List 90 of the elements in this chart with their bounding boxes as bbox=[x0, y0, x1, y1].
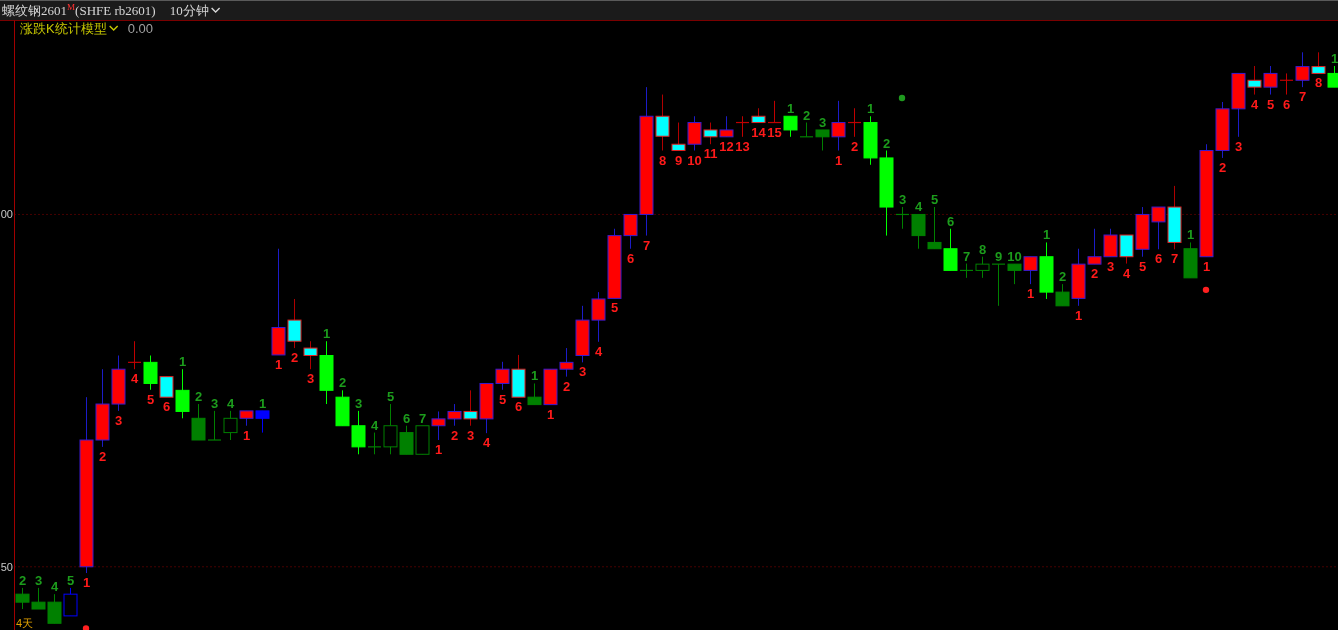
value-label: 1 bbox=[1074, 307, 1083, 323]
value-label: 2 bbox=[98, 448, 107, 464]
value-label: 3 bbox=[210, 395, 219, 411]
value-label: 3 bbox=[114, 412, 123, 428]
value-label: 3 bbox=[466, 427, 475, 443]
value-label: 2 bbox=[850, 138, 859, 154]
text: 涨跌K统计模型 bbox=[20, 21, 107, 36]
value-label: 4 bbox=[370, 417, 379, 433]
chart-subtitle: 10分钟 bbox=[169, 3, 209, 18]
value-label: 2 bbox=[1090, 266, 1099, 282]
value-label: 5 bbox=[930, 192, 939, 208]
value-label: 2 bbox=[338, 375, 347, 391]
value-label: 4 bbox=[482, 435, 491, 451]
value-label: 1 bbox=[242, 427, 251, 443]
value-label: 12 bbox=[719, 138, 734, 154]
value-label: 2 bbox=[450, 427, 459, 443]
value-label: 2 bbox=[882, 135, 891, 151]
value-label: 5 bbox=[1138, 258, 1147, 274]
value-label: 14 bbox=[751, 124, 766, 140]
text: 50 bbox=[0, 560, 13, 573]
value-label: 3 bbox=[898, 192, 907, 208]
value-label: 1 bbox=[786, 101, 795, 117]
value-label: 2 bbox=[194, 389, 203, 405]
value-label: 7 bbox=[1170, 251, 1179, 267]
value-label: 2 bbox=[802, 107, 811, 123]
value-label: 6 bbox=[162, 399, 171, 415]
value-label: 6 bbox=[626, 250, 635, 266]
value-label: 4 bbox=[226, 395, 235, 411]
value-label: 6 bbox=[946, 213, 955, 229]
value-label: 1 bbox=[1330, 51, 1338, 66]
value-label: 5 bbox=[146, 391, 155, 407]
value-label: 7 bbox=[642, 237, 651, 253]
value-label: 1 bbox=[1026, 286, 1035, 302]
value-label: 1 bbox=[434, 442, 443, 457]
value-label: 11 bbox=[703, 146, 718, 162]
value-label: 1 bbox=[834, 152, 843, 168]
value-label: 4 bbox=[1122, 265, 1131, 281]
value-label: 3 bbox=[1106, 258, 1115, 274]
value-label: 1 bbox=[274, 356, 283, 372]
value-label: 2 bbox=[1058, 269, 1067, 285]
value-label: 8 bbox=[658, 152, 667, 168]
value-label: 3 bbox=[34, 572, 43, 588]
value-label: 6 bbox=[402, 410, 411, 426]
value-label: 1 bbox=[546, 406, 555, 422]
chart-title: 螺纹钢2601$^{M}$(SHFE rb2601) bbox=[2, 2, 156, 18]
value-label: 6 bbox=[1282, 96, 1291, 112]
value-label: 1 bbox=[1202, 258, 1211, 274]
value-label: 2 bbox=[562, 378, 571, 394]
value-label: 15 bbox=[767, 124, 782, 140]
value-label: 5 bbox=[66, 572, 75, 588]
value-label: 3 bbox=[354, 395, 363, 411]
value-label: 13 bbox=[735, 138, 750, 154]
value-label: 3 bbox=[306, 371, 315, 387]
value-label: 1 bbox=[530, 368, 539, 384]
value-label: 4 bbox=[914, 199, 923, 215]
value-label: 10 bbox=[1007, 249, 1022, 265]
value-label: 4 bbox=[1250, 96, 1259, 112]
value-label: 1 bbox=[82, 575, 91, 591]
value-label: 5 bbox=[1266, 96, 1275, 112]
value-label: 4 bbox=[50, 579, 59, 595]
annotation: 4天 bbox=[16, 617, 34, 629]
value-label: 5 bbox=[610, 300, 619, 316]
value-label: 1 bbox=[1042, 227, 1051, 243]
value-label: 5 bbox=[386, 389, 395, 405]
value-label: 3 bbox=[578, 364, 587, 380]
value-label: 1 bbox=[866, 101, 875, 117]
value-label: 4 bbox=[594, 343, 603, 359]
text: 00 bbox=[0, 208, 13, 221]
value-label: 1 bbox=[322, 326, 331, 342]
value-label: 10 bbox=[687, 152, 702, 168]
value-label: 1 bbox=[178, 354, 187, 370]
value-label: 5 bbox=[498, 391, 507, 407]
value-label: 6 bbox=[1154, 251, 1163, 267]
value-label: 2 bbox=[1218, 159, 1227, 175]
value-label: 4 bbox=[130, 371, 139, 387]
value-label: 3 bbox=[818, 114, 827, 130]
value-label: 7 bbox=[418, 410, 427, 426]
value-label: 1 bbox=[1186, 227, 1195, 243]
text: 0.00 bbox=[127, 21, 153, 36]
value-label: 8 bbox=[1314, 75, 1323, 91]
value-label: 9 bbox=[994, 249, 1003, 265]
value-label: 8 bbox=[978, 241, 987, 257]
value-label: 6 bbox=[514, 399, 523, 415]
value-label: 2 bbox=[290, 350, 299, 366]
value-label: 2 bbox=[18, 572, 27, 588]
value-label: 9 bbox=[674, 152, 683, 168]
value-label: 7 bbox=[962, 248, 971, 264]
value-label: 7 bbox=[1298, 89, 1307, 105]
value-label: 1 bbox=[258, 395, 267, 411]
value-label: 3 bbox=[1234, 138, 1243, 154]
